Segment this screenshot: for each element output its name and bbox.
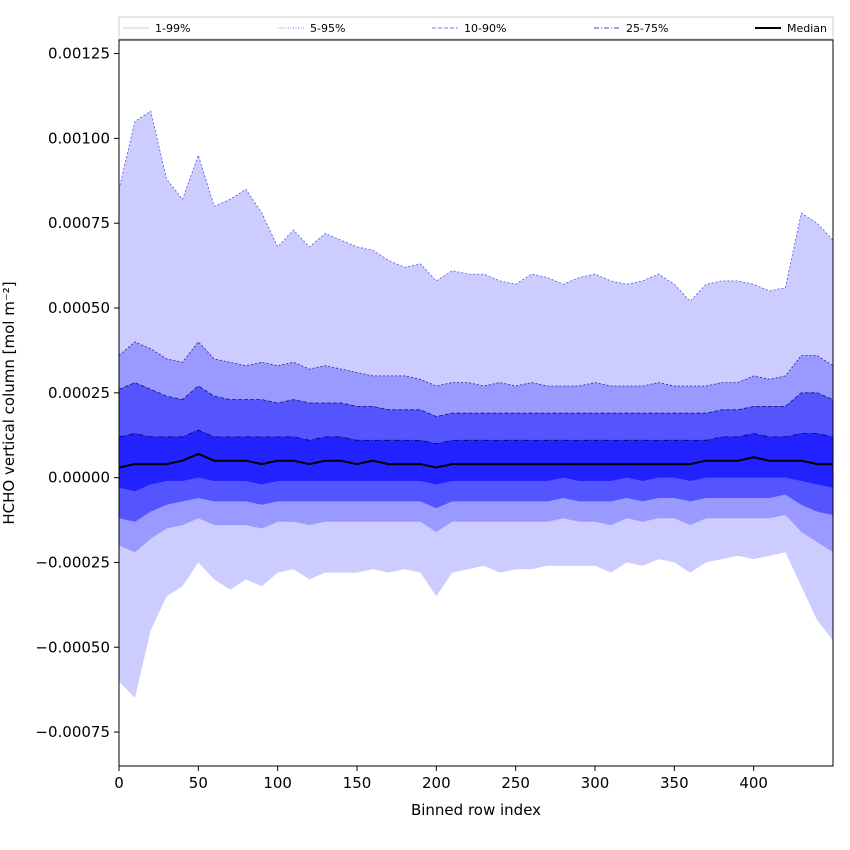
legend: 1-99% 5-95% 10-90% 25-75% Median bbox=[118, 16, 834, 40]
legend-label-25-75: 25-75% bbox=[626, 22, 668, 35]
median-layer bbox=[119, 452, 833, 469]
x-tick-label: 0 bbox=[114, 774, 124, 792]
y-tick-label: −0.00050 bbox=[35, 638, 110, 656]
y-tick-label: −0.00075 bbox=[35, 723, 110, 741]
legend-label-10-90: 10-90% bbox=[464, 22, 506, 35]
legend-label-5-95: 5-95% bbox=[310, 22, 345, 35]
band-5-95-upper-line bbox=[119, 341, 833, 387]
x-tick-label: 400 bbox=[739, 774, 768, 792]
y-tick-label: 0.00100 bbox=[48, 129, 110, 147]
x-tick-label: 200 bbox=[422, 774, 451, 792]
legend-box bbox=[118, 16, 834, 40]
x-tick-label: 250 bbox=[501, 774, 530, 792]
percentile-bands bbox=[119, 110, 833, 699]
x-axis-ticks: 0 50 100 150 200 250 300 350 400 bbox=[114, 766, 768, 792]
band-25-75-area bbox=[119, 430, 833, 492]
y-tick-label: 0.00075 bbox=[48, 214, 110, 232]
y-tick-label: −0.00025 bbox=[35, 553, 110, 571]
x-tick-label: 150 bbox=[343, 774, 372, 792]
band-10-90-upper-line bbox=[119, 382, 833, 418]
y-tick-label: 0.00050 bbox=[48, 299, 110, 317]
x-tick-label: 350 bbox=[660, 774, 689, 792]
y-axis-label: HCHO vertical column [mol m⁻²] bbox=[0, 281, 18, 524]
x-tick-label: 300 bbox=[581, 774, 610, 792]
plot-frame bbox=[118, 39, 834, 767]
y-tick-label: 0.00000 bbox=[48, 469, 110, 487]
x-tick-label: 100 bbox=[263, 774, 292, 792]
x-tick-label: 50 bbox=[189, 774, 208, 792]
x-axis-label: Binned row index bbox=[411, 801, 541, 819]
y-tick-label: 0.00125 bbox=[48, 45, 110, 63]
median-line bbox=[119, 452, 833, 469]
y-axis-ticks: −0.00075 −0.00050 −0.00025 0.00000 0.00025 0.… bbox=[35, 45, 119, 741]
legend-label-1-99: 1-99% bbox=[155, 22, 190, 35]
legend-label-median: Median bbox=[787, 22, 827, 35]
band-25-75-upper-line bbox=[119, 429, 833, 445]
y-tick-label: 0.00025 bbox=[48, 384, 110, 402]
